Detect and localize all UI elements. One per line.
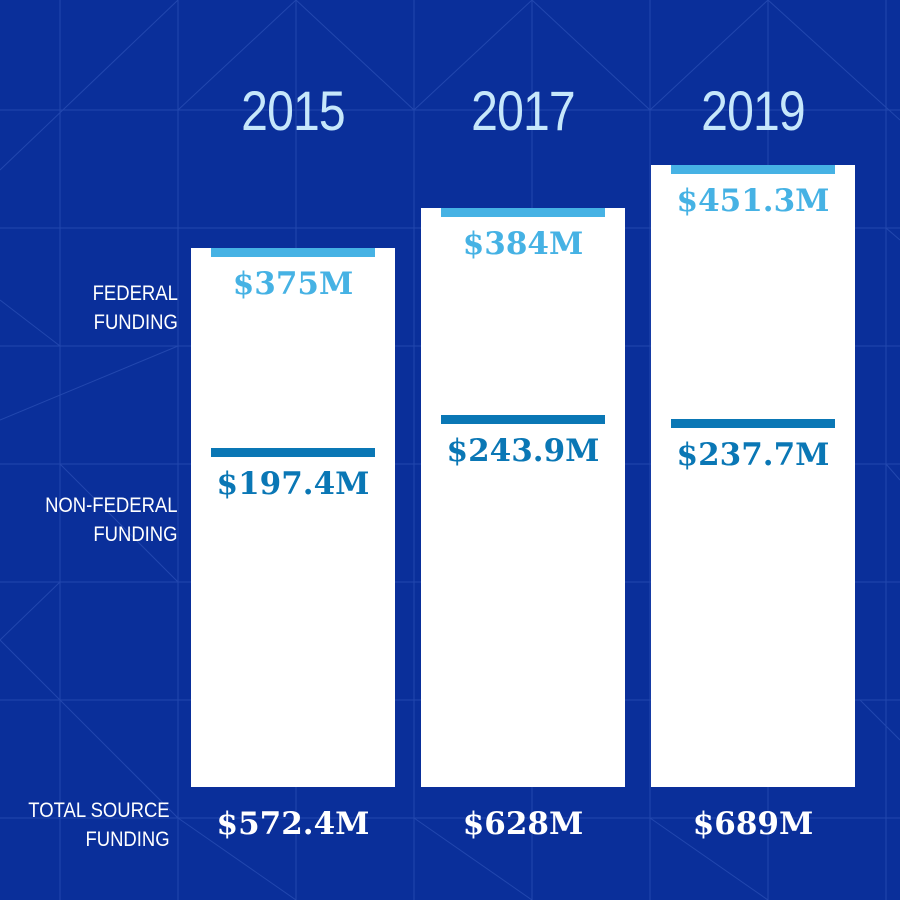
non-federal-label-line2: FUNDING	[93, 523, 178, 546]
federal-value-2015: $375M	[232, 266, 354, 302]
total-value-2017: $628M	[462, 806, 584, 842]
total-value-2019: $689M	[692, 806, 814, 842]
non-federal-value-2019: $237.7M	[676, 437, 830, 473]
federal-value-2019: $451.3M	[676, 183, 830, 219]
year-label-2015: 2015	[241, 79, 346, 142]
year-label-2017: 2017	[471, 79, 576, 142]
federal-value-2017: $384M	[462, 226, 584, 262]
total-label-line1: TOTAL SOURCE	[28, 799, 170, 822]
column-2015: $375M $197.4M	[191, 248, 395, 787]
federal-label-line1: FEDERAL	[92, 282, 178, 305]
non-federal-value-2017: $243.9M	[446, 433, 600, 469]
non-federal-marker-2015	[211, 448, 375, 457]
federal-label-line2: FUNDING	[93, 311, 178, 334]
federal-marker-2015	[211, 248, 375, 257]
federal-marker-2017	[441, 208, 605, 217]
year-label-2019: 2019	[701, 79, 806, 142]
non-federal-marker-2017	[441, 415, 605, 424]
non-federal-value-2015: $197.4M	[216, 466, 370, 502]
federal-marker-2019	[671, 165, 835, 174]
total-funding-label: TOTAL SOURCE FUNDING	[29, 796, 170, 854]
federal-funding-label: FEDERAL FUNDING	[93, 279, 178, 337]
total-value-2015: $572.4M	[216, 806, 370, 842]
column-2017: $384M $243.9M	[421, 208, 625, 787]
non-federal-label-line1: NON-FEDERAL	[45, 494, 178, 517]
column-2019: $451.3M $237.7M	[651, 165, 855, 787]
total-label-line2: FUNDING	[85, 828, 170, 851]
non-federal-marker-2019	[671, 419, 835, 428]
non-federal-funding-label: NON-FEDERAL FUNDING	[46, 491, 178, 549]
